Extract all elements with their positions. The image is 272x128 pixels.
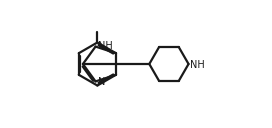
Text: N: N [98, 77, 106, 87]
Text: NH: NH [98, 41, 113, 51]
Text: NH: NH [190, 60, 205, 70]
